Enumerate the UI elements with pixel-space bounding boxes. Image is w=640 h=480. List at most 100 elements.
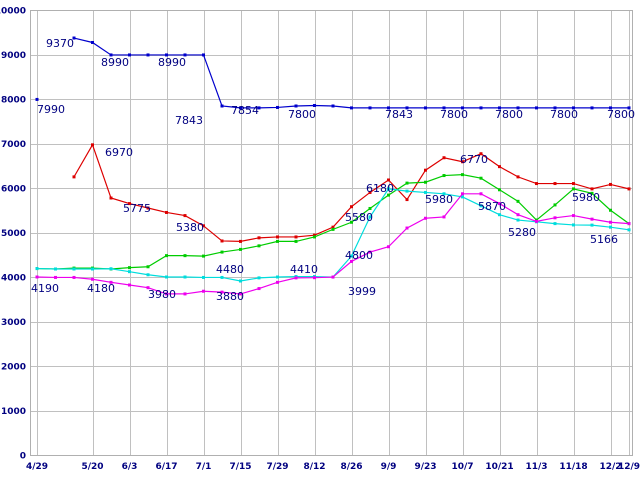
- point-value-label: 7843: [385, 108, 413, 121]
- data-point-marker: [146, 206, 150, 210]
- point-value-label: 7843: [175, 114, 203, 127]
- series-layer: [35, 36, 631, 296]
- y-tick-label: 0: [20, 452, 26, 462]
- x-tick-label: 10/21: [485, 462, 513, 472]
- x-tick-label: 6/17: [155, 462, 177, 472]
- data-point-marker: [368, 206, 372, 210]
- data-point-marker: [498, 165, 501, 169]
- data-point-marker: [350, 259, 353, 263]
- data-point-marker: [331, 275, 335, 279]
- plot-border: [30, 10, 633, 456]
- point-value-label: 7800: [550, 108, 578, 121]
- data-point-marker: [54, 275, 57, 279]
- point-value-label: 7854: [231, 104, 259, 117]
- data-point-marker: [313, 104, 316, 107]
- x-tick-label: 7/15: [229, 462, 251, 472]
- data-point-marker: [35, 275, 39, 279]
- data-point-marker: [609, 182, 612, 186]
- point-value-label: 6180: [366, 182, 394, 195]
- data-point-marker: [572, 182, 575, 186]
- point-value-label: 3880: [216, 290, 244, 303]
- data-point-marker: [239, 279, 242, 283]
- data-point-marker: [461, 192, 464, 196]
- data-point-marker: [313, 235, 316, 239]
- y-tick-label: 7000: [1, 140, 26, 150]
- data-point-marker: [627, 228, 631, 232]
- data-point-marker: [294, 239, 298, 243]
- data-point-marker: [442, 106, 446, 110]
- data-point-marker: [146, 286, 150, 290]
- point-value-label: 4800: [345, 249, 373, 262]
- data-point-marker: [535, 219, 538, 223]
- data-point-marker: [165, 254, 168, 258]
- data-point-marker: [368, 190, 372, 194]
- data-point-marker: [516, 199, 520, 203]
- y-tick-label: 4000: [1, 274, 26, 284]
- data-point-marker: [202, 289, 205, 293]
- x-tick-label: 8/12: [303, 462, 325, 472]
- series-magenta: [35, 192, 631, 296]
- data-point-marker: [387, 245, 390, 249]
- data-point-marker: [239, 106, 242, 110]
- data-point-marker: [498, 213, 501, 217]
- x-tick-label: 11/18: [559, 462, 587, 472]
- y-tick-label: 8000: [1, 96, 26, 106]
- data-point-marker: [627, 187, 631, 191]
- data-point-marker: [516, 218, 520, 222]
- data-point-marker: [128, 266, 131, 270]
- data-point-marker: [424, 180, 427, 184]
- x-tick-label: 9/23: [414, 462, 436, 472]
- plot-frame: [30, 10, 633, 456]
- data-point-marker: [165, 292, 168, 296]
- point-value-label: 5166: [590, 233, 618, 246]
- data-point-marker: [146, 265, 150, 269]
- data-point-marker: [461, 173, 464, 177]
- data-point-marker: [331, 225, 335, 229]
- data-point-marker: [128, 53, 131, 57]
- data-point-marker: [350, 106, 353, 110]
- point-value-label: 5980: [425, 193, 453, 206]
- x-tick-label: 5/20: [81, 462, 103, 472]
- data-point-marker: [553, 106, 557, 110]
- data-point-marker: [183, 214, 187, 218]
- data-point-marker: [424, 190, 427, 194]
- point-value-label: 5380: [176, 221, 204, 234]
- data-point-marker: [276, 105, 279, 109]
- data-point-marker: [553, 216, 557, 220]
- data-point-marker: [239, 239, 242, 243]
- data-point-marker: [109, 267, 113, 271]
- x-tick-label: 9/9: [381, 462, 397, 472]
- data-point-marker: [405, 106, 409, 110]
- data-point-marker: [609, 208, 612, 212]
- data-point-marker: [516, 106, 520, 110]
- data-point-marker: [183, 254, 187, 258]
- data-point-marker: [91, 277, 94, 281]
- data-point-marker: [590, 223, 594, 227]
- data-point-marker: [572, 223, 575, 227]
- data-point-marker: [424, 106, 427, 110]
- data-point-marker: [442, 215, 446, 219]
- data-point-marker: [72, 36, 76, 40]
- data-point-marker: [572, 214, 575, 218]
- data-point-marker: [498, 106, 501, 110]
- data-point-marker: [239, 247, 242, 251]
- data-point-marker: [91, 267, 94, 271]
- data-point-marker: [276, 275, 279, 279]
- data-point-marker: [368, 215, 372, 219]
- data-point-marker: [109, 53, 113, 57]
- data-point-marker: [442, 174, 446, 178]
- point-value-label: 7800: [607, 108, 635, 121]
- data-point-marker: [350, 205, 353, 209]
- data-point-marker: [553, 203, 557, 207]
- y-tick-label: 3000: [1, 318, 26, 328]
- data-point-marker: [72, 175, 76, 179]
- data-point-marker: [35, 97, 39, 101]
- data-point-marker: [276, 280, 279, 284]
- point-value-label: 4410: [290, 263, 318, 276]
- data-point-marker: [350, 220, 353, 224]
- y-tick-label: 6000: [1, 185, 26, 195]
- data-point-marker: [553, 182, 557, 186]
- point-value-label: 4480: [216, 263, 244, 276]
